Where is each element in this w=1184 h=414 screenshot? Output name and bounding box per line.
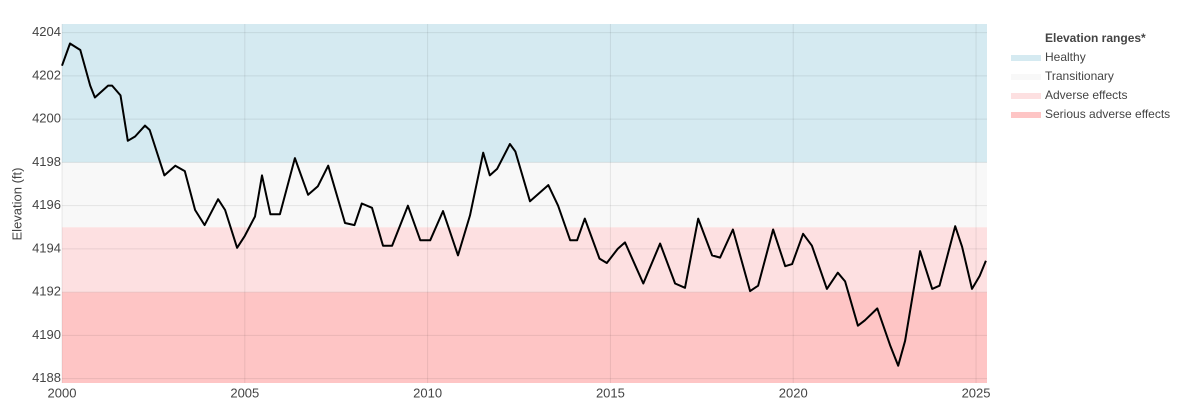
line (61, 42, 987, 367)
legend-label: Transitionary (1045, 69, 1114, 83)
band (62, 292, 987, 383)
y-tick-label: 4202 (32, 67, 61, 82)
x-tick-label: 2000 (48, 385, 77, 400)
legend-label: Healthy (1045, 50, 1086, 64)
y-axis-label: Elevation (ft) (9, 168, 24, 241)
y-tick-label: 4194 (32, 240, 61, 255)
bands (62, 24, 987, 383)
x-tick-label: 2015 (596, 385, 625, 400)
legend-label: Serious adverse effects (1045, 107, 1170, 121)
y-tick-label: 4198 (32, 154, 61, 169)
y-tick-label: 4204 (32, 24, 61, 39)
grid (61, 24, 987, 383)
x-tick-label: 2005 (230, 385, 259, 400)
x-tick-label: 2025 (962, 385, 991, 400)
x-tick-label: 2020 (779, 385, 808, 400)
y-tick-label: 4188 (32, 370, 61, 385)
y-tick-label: 4200 (32, 111, 61, 126)
band (62, 24, 987, 163)
legend-title: Elevation ranges* (1045, 31, 1146, 45)
y-tick-label: 4196 (32, 197, 61, 212)
band (62, 162, 987, 228)
legend-label: Adverse effects (1045, 88, 1128, 102)
y-tick-label: 4192 (32, 284, 61, 299)
band (62, 227, 987, 293)
legend: Elevation ranges* Healthy Transitionary Ad… (1011, 31, 1170, 121)
y-tick-label: 4190 (32, 327, 61, 342)
x-tick-label: 2010 (413, 385, 442, 400)
plot (61, 42, 987, 367)
